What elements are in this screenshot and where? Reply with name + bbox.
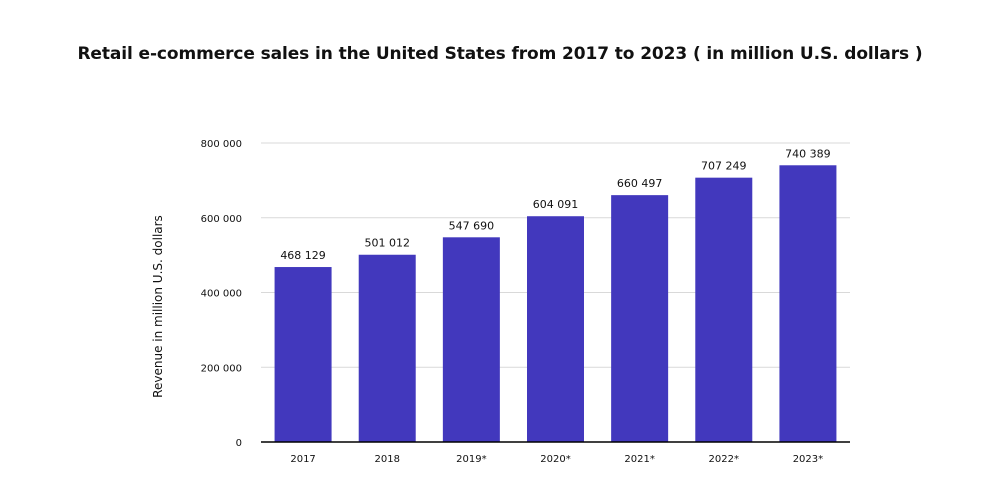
chart-title: Retail e-commerce sales in the United St… — [77, 44, 923, 64]
data-label: 604 091 — [533, 198, 579, 211]
y-tick-label: 400 000 — [201, 289, 242, 300]
data-labels: 468 129 501 012 547 690 604 091 660 497 707 2… — [280, 147, 830, 262]
x-tick-label: 2020* — [540, 454, 570, 465]
bar-2019 — [442, 237, 500, 442]
x-tick-label: 2022* — [709, 454, 739, 465]
bar-2018 — [358, 254, 416, 442]
x-tick-label: 2019* — [456, 454, 486, 465]
bar-2023 — [779, 165, 837, 443]
data-label: 501 012 — [364, 237, 410, 250]
data-label: 468 129 — [280, 249, 326, 262]
y-tick-label: 800 000 — [201, 139, 242, 150]
y-tick-label: 600 000 — [201, 214, 242, 225]
x-axis-ticks: 2017 2018 2019* 2020* 2021* 2022* 2023* — [290, 454, 823, 465]
x-tick-label: 2018 — [374, 454, 399, 465]
bar-2017 — [274, 267, 332, 442]
x-tick-label: 2017 — [290, 454, 315, 465]
bar-2021 — [611, 195, 669, 442]
data-label: 660 497 — [617, 177, 663, 190]
y-tick-label: 0 — [236, 438, 242, 449]
x-tick-label: 2021* — [624, 454, 654, 465]
y-tick-label: 200 000 — [201, 363, 242, 374]
data-label: 740 389 — [785, 147, 831, 160]
y-axis-label: Revenue in million U.S. dollars — [151, 215, 165, 398]
bar-2020 — [527, 216, 584, 442]
bar-2022 — [695, 177, 753, 442]
data-label: 707 249 — [701, 160, 747, 173]
y-axis-ticks: 0 200 000 400 000 600 000 800 000 — [201, 139, 242, 449]
data-label: 547 690 — [449, 219, 495, 232]
bars — [274, 165, 837, 443]
x-tick-label: 2023* — [793, 454, 823, 465]
